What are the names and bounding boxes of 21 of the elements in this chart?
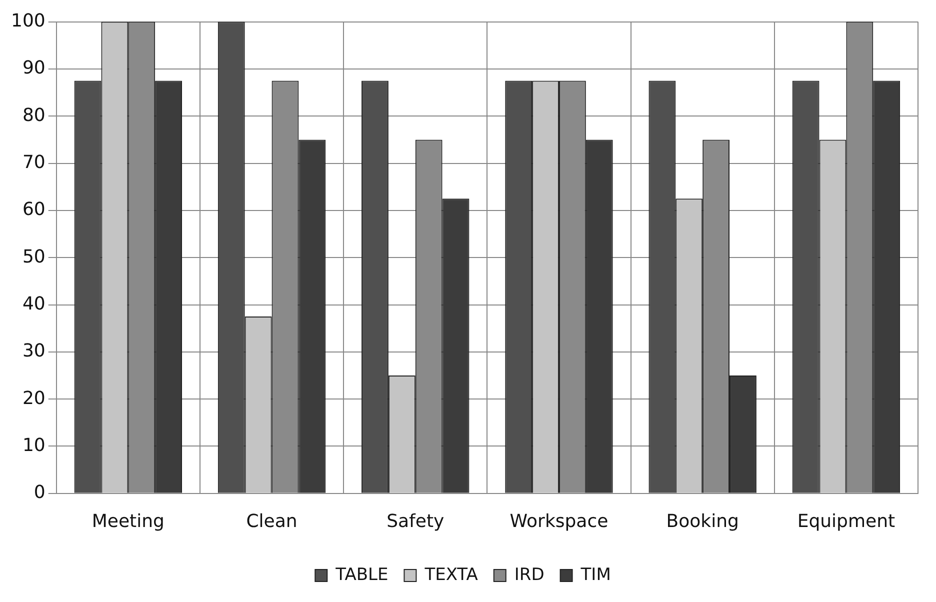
x-tick-label: Meeting [92, 510, 164, 532]
y-tick-label: 10 [22, 434, 46, 456]
y-tick-label: 100 [10, 10, 46, 32]
x-tick-label: Equipment [797, 510, 896, 532]
legend-label: IRD [514, 564, 544, 585]
y-tick-label: 30 [22, 340, 46, 362]
x-tick-label: Clean [246, 510, 298, 532]
y-tick-label: 40 [22, 293, 46, 314]
y-tick-label: 60 [22, 199, 46, 220]
y-tick-label: 0 [34, 482, 46, 504]
x-tick-label: Workspace [510, 510, 608, 532]
y-tick-label: 80 [22, 104, 46, 126]
x-tick-label: Safety [386, 510, 445, 532]
y-tick-label: 70 [22, 152, 46, 173]
y-tick-label: 90 [22, 58, 46, 79]
y-tick-label: 20 [22, 388, 46, 409]
x-tick-label: Booking [666, 510, 739, 532]
legend-label: TEXTA [424, 564, 478, 585]
legend-label: TIM [580, 564, 611, 585]
legend-label: TABLE [334, 564, 388, 585]
y-tick-label: 50 [22, 246, 46, 268]
